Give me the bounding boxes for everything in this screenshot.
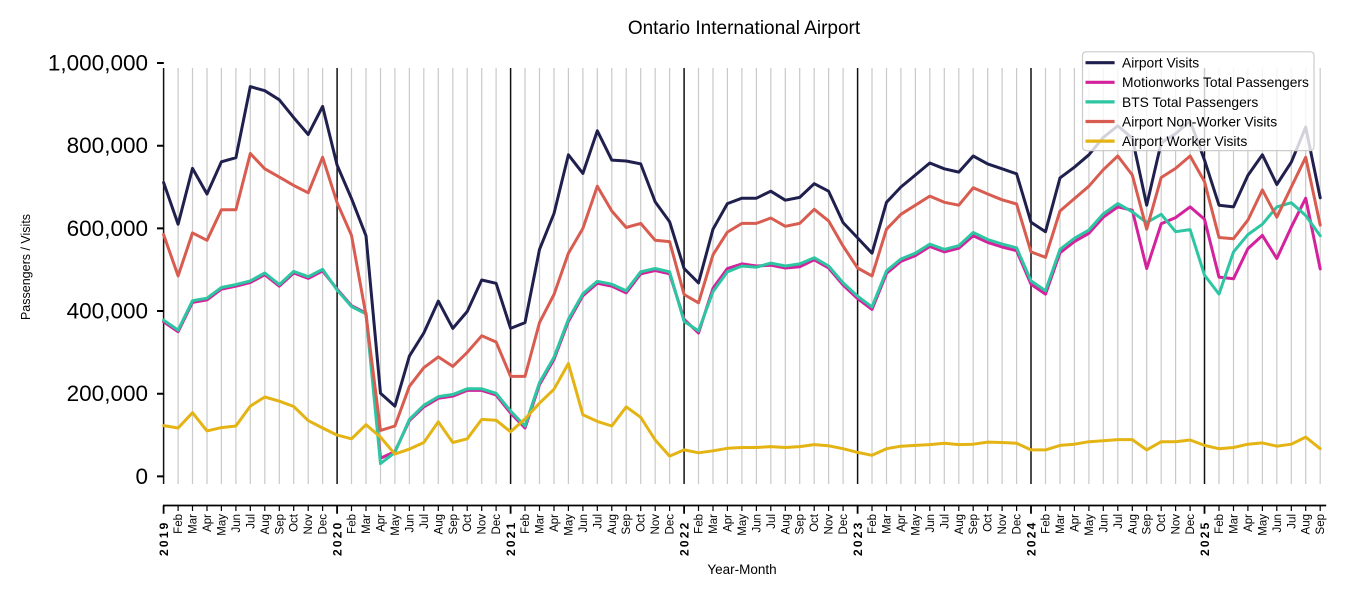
svg-text:Feb: Feb — [520, 514, 532, 534]
svg-text:Mar: Mar — [535, 514, 547, 534]
svg-text:2022: 2022 — [678, 521, 692, 557]
svg-text:400,000: 400,000 — [67, 299, 148, 324]
svg-text:BTS Total Passengers: BTS Total Passengers — [1122, 95, 1258, 110]
svg-text:Sep: Sep — [1142, 514, 1154, 534]
svg-text:Oct: Oct — [462, 513, 474, 532]
svg-text:2020: 2020 — [331, 521, 345, 557]
svg-text:1,000,000: 1,000,000 — [48, 51, 148, 76]
svg-text:May: May — [910, 514, 922, 536]
svg-text:Dec: Dec — [1012, 514, 1024, 535]
svg-text:Jun: Jun — [925, 514, 937, 533]
svg-text:Oct: Oct — [636, 513, 648, 532]
svg-text:Oct: Oct — [1156, 513, 1168, 532]
svg-text:200,000: 200,000 — [67, 381, 148, 406]
svg-text:Feb: Feb — [1214, 514, 1226, 534]
svg-text:Aug: Aug — [780, 514, 792, 534]
svg-text:Jun: Jun — [751, 514, 763, 533]
svg-text:May: May — [390, 514, 402, 536]
svg-text:Aug: Aug — [1127, 514, 1139, 534]
svg-text:2021: 2021 — [504, 521, 518, 557]
svg-text:2019: 2019 — [157, 521, 171, 557]
svg-text:Airport Visits: Airport Visits — [1122, 56, 1199, 71]
svg-text:Nov: Nov — [650, 514, 662, 535]
svg-text:Dec: Dec — [665, 514, 677, 535]
svg-text:Aug: Aug — [260, 514, 272, 534]
svg-text:Sep: Sep — [621, 514, 633, 534]
svg-text:May: May — [1257, 514, 1269, 536]
svg-text:Oct: Oct — [809, 513, 821, 532]
svg-text:Jun: Jun — [404, 514, 416, 533]
svg-text:Dec: Dec — [1185, 514, 1197, 535]
svg-text:Feb: Feb — [867, 514, 879, 534]
svg-text:Jul: Jul — [1286, 514, 1298, 529]
svg-text:Mar: Mar — [882, 514, 894, 534]
svg-text:Aug: Aug — [1301, 514, 1313, 534]
svg-text:Mar: Mar — [361, 514, 373, 534]
svg-text:Feb: Feb — [694, 514, 706, 534]
svg-text:600,000: 600,000 — [67, 216, 148, 241]
svg-text:Apr: Apr — [376, 514, 388, 532]
svg-text:Jul: Jul — [592, 514, 604, 529]
svg-text:Jul: Jul — [419, 514, 431, 529]
svg-text:Airport Non-Worker Visits: Airport Non-Worker Visits — [1122, 114, 1277, 129]
svg-text:May: May — [1084, 514, 1096, 536]
svg-text:Oct: Oct — [983, 513, 995, 532]
svg-text:Mar: Mar — [708, 514, 720, 534]
svg-text:Jun: Jun — [1098, 514, 1110, 533]
svg-text:Sep: Sep — [795, 514, 807, 534]
svg-text:Nov: Nov — [477, 514, 489, 535]
svg-text:Mar: Mar — [188, 514, 200, 534]
svg-text:Sep: Sep — [968, 514, 980, 534]
svg-text:0: 0 — [135, 464, 148, 489]
svg-text:Feb: Feb — [347, 514, 359, 534]
svg-text:Year-Month: Year-Month — [707, 562, 776, 577]
svg-text:Sep: Sep — [448, 514, 460, 534]
svg-text:Mar: Mar — [1229, 514, 1241, 534]
svg-text:Jul: Jul — [245, 514, 257, 529]
svg-text:Mar: Mar — [1055, 514, 1067, 534]
svg-text:Apr: Apr — [896, 514, 908, 532]
svg-text:Feb: Feb — [173, 514, 185, 534]
svg-text:Passengers / Visits: Passengers / Visits — [19, 214, 33, 320]
svg-text:Jul: Jul — [939, 514, 951, 529]
svg-text:Nov: Nov — [1171, 514, 1183, 535]
svg-text:Sep: Sep — [1315, 514, 1327, 534]
svg-text:Jun: Jun — [578, 514, 590, 533]
svg-text:2023: 2023 — [851, 521, 865, 557]
svg-text:Apr: Apr — [202, 514, 214, 532]
svg-text:Nov: Nov — [303, 514, 315, 535]
svg-text:Dec: Dec — [318, 514, 330, 535]
svg-text:Aug: Aug — [607, 514, 619, 534]
svg-text:Airport Worker Visits: Airport Worker Visits — [1122, 134, 1247, 149]
svg-text:Feb: Feb — [1041, 514, 1053, 534]
svg-text:Sep: Sep — [274, 514, 286, 534]
svg-text:Apr: Apr — [722, 514, 734, 532]
svg-text:Motionworks Total Passengers: Motionworks Total Passengers — [1122, 75, 1309, 90]
svg-text:Jun: Jun — [231, 514, 243, 533]
svg-text:Apr: Apr — [1069, 514, 1081, 532]
svg-text:800,000: 800,000 — [67, 133, 148, 158]
svg-text:Nov: Nov — [997, 514, 1009, 535]
svg-text:Dec: Dec — [838, 514, 850, 535]
svg-text:Jun: Jun — [1272, 514, 1284, 533]
svg-text:May: May — [737, 514, 749, 536]
svg-text:May: May — [563, 514, 575, 536]
svg-text:Ontario International Airport: Ontario International Airport — [628, 18, 861, 39]
svg-text:2024: 2024 — [1025, 521, 1039, 557]
svg-text:Jul: Jul — [766, 514, 778, 529]
svg-text:Jul: Jul — [1113, 514, 1125, 529]
svg-text:Dec: Dec — [491, 514, 503, 535]
svg-text:Aug: Aug — [433, 514, 445, 534]
svg-text:Nov: Nov — [824, 514, 836, 535]
svg-text:May: May — [216, 514, 228, 536]
svg-text:Oct: Oct — [289, 513, 301, 532]
svg-text:2025: 2025 — [1198, 521, 1212, 557]
svg-text:Apr: Apr — [549, 514, 561, 532]
svg-text:Apr: Apr — [1243, 514, 1255, 532]
svg-text:Aug: Aug — [954, 514, 966, 534]
